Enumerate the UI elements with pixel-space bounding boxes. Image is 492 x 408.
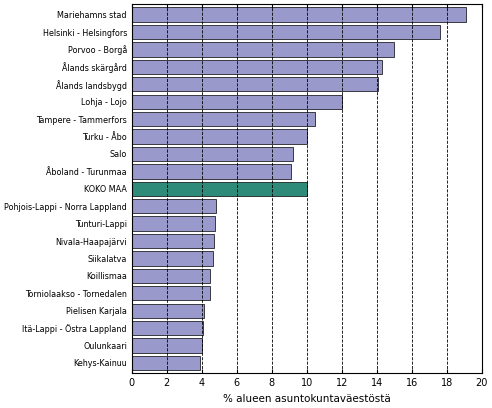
X-axis label: % alueen asuntokuntaväestöstä: % alueen asuntokuntaväestöstä	[223, 394, 391, 404]
Bar	[132, 95, 342, 109]
Bar	[132, 356, 200, 370]
Bar	[132, 338, 202, 353]
Bar	[132, 286, 210, 300]
Bar	[132, 112, 315, 126]
Bar	[132, 251, 213, 266]
Bar	[132, 60, 382, 74]
Bar	[132, 25, 440, 39]
Bar	[132, 217, 215, 231]
Bar	[132, 234, 214, 248]
Bar	[132, 42, 394, 57]
Bar	[132, 269, 211, 283]
Bar	[132, 182, 307, 196]
Bar	[132, 147, 293, 161]
Bar	[132, 164, 291, 179]
Bar	[132, 199, 216, 213]
Bar	[132, 304, 204, 318]
Bar	[132, 129, 307, 144]
Bar	[132, 77, 378, 91]
Bar	[132, 321, 203, 335]
Bar	[132, 7, 466, 22]
